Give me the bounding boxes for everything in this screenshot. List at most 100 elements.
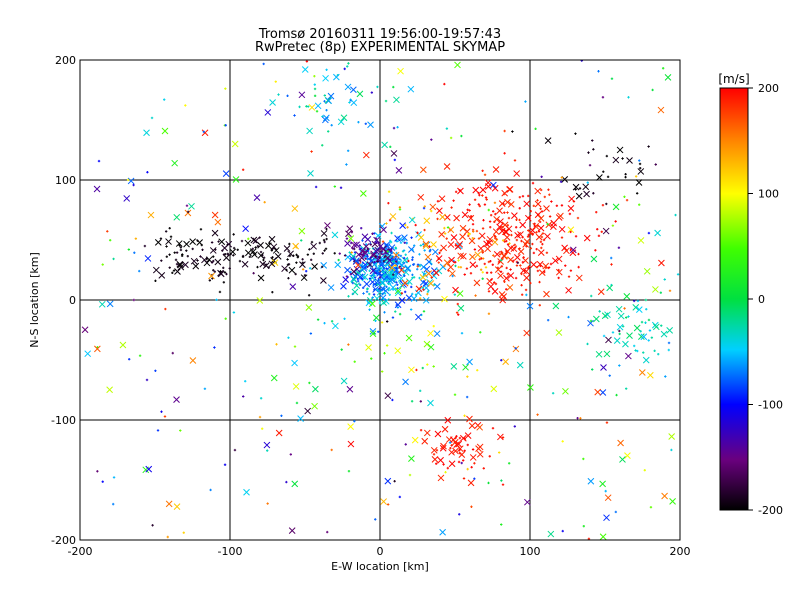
data-point-plus: [362, 292, 365, 295]
data-point-plus: [382, 297, 385, 301]
data-point-plus: [577, 252, 580, 256]
data-point-plus: [503, 240, 506, 243]
data-point-plus: [313, 87, 317, 91]
data-point-plus: [518, 207, 521, 210]
data-point-plus: [576, 216, 580, 220]
data-point-x: [291, 359, 298, 367]
data-point-plus: [288, 242, 291, 246]
data-point-plus: [309, 258, 313, 262]
data-point-x: [476, 450, 484, 458]
data-point-x: [350, 268, 358, 276]
data-point-x: [419, 166, 427, 174]
data-point-plus: [481, 227, 485, 230]
data-point-x: [283, 245, 291, 252]
data-point-plus: [485, 198, 488, 201]
data-point-plus: [592, 192, 595, 195]
data-point-plus: [406, 226, 409, 229]
data-point-x: [543, 205, 550, 212]
data-point-plus: [627, 315, 630, 318]
data-point-x: [175, 240, 183, 247]
data-point-plus: [538, 304, 542, 307]
data-point-x: [500, 253, 508, 260]
data-point-plus: [513, 425, 517, 428]
data-point-plus: [518, 247, 521, 250]
data-point-x: [664, 74, 672, 81]
data-point-x: [253, 194, 261, 201]
data-point-plus: [313, 83, 316, 86]
data-point-x: [475, 445, 482, 452]
data-point-plus: [541, 242, 544, 246]
data-point-plus: [398, 312, 402, 316]
data-point-plus: [454, 244, 458, 247]
data-point-plus: [648, 329, 652, 332]
data-point-x: [661, 492, 668, 500]
data-point-plus: [522, 256, 525, 259]
data-point-x: [320, 262, 328, 269]
data-point-plus: [196, 259, 199, 262]
data-point-x: [583, 234, 591, 242]
data-point-x: [423, 340, 431, 348]
data-point-x: [456, 290, 464, 297]
data-point-plus: [101, 263, 104, 266]
data-point-plus: [399, 254, 403, 258]
data-point-plus: [524, 100, 527, 103]
data-point-x: [399, 222, 407, 229]
data-point-plus: [650, 336, 654, 339]
data-point-x: [344, 253, 352, 261]
data-point-x: [291, 205, 299, 212]
data-point-plus: [353, 360, 356, 363]
data-point-plus: [385, 222, 388, 225]
data-point-x: [504, 247, 511, 255]
data-point-plus: [483, 203, 487, 206]
data-point-x: [389, 213, 397, 220]
data-point-x: [523, 200, 531, 208]
data-point-x: [537, 215, 545, 222]
data-point-x: [331, 231, 339, 239]
data-point-plus: [199, 255, 202, 258]
data-point-plus: [363, 250, 366, 254]
data-point-plus: [358, 263, 362, 267]
data-point-plus: [423, 205, 426, 208]
data-point-plus: [511, 130, 514, 133]
data-point-plus: [286, 94, 289, 98]
data-point-plus: [582, 524, 586, 528]
data-point-plus: [484, 266, 488, 269]
data-point-plus: [403, 241, 406, 244]
data-point-x: [222, 170, 230, 177]
data-point-plus: [325, 237, 328, 241]
data-point-x: [437, 456, 444, 464]
data-point-x: [408, 366, 415, 374]
data-point-x: [534, 187, 542, 195]
data-point-plus: [467, 232, 470, 236]
data-point-plus: [591, 368, 594, 371]
data-point-plus: [154, 279, 157, 283]
data-point-plus: [430, 209, 433, 213]
y-tick-label: 100: [55, 174, 76, 187]
data-point-x: [626, 332, 633, 339]
data-point-plus: [285, 268, 288, 272]
data-point-plus: [388, 239, 392, 243]
data-point-plus: [478, 193, 481, 197]
data-point-x: [232, 176, 240, 183]
data-point-plus: [259, 397, 263, 400]
data-point-plus: [625, 316, 628, 319]
data-point-x: [384, 392, 392, 400]
data-point-x: [381, 141, 388, 149]
data-point-x: [323, 114, 330, 122]
data-point-plus: [111, 502, 115, 506]
data-point-plus: [364, 266, 367, 269]
data-point-plus: [637, 203, 641, 206]
data-point-plus: [391, 255, 394, 259]
colorbar-tick-label: -200: [758, 504, 783, 517]
data-point-plus: [251, 247, 254, 251]
data-point-x: [535, 233, 543, 241]
data-point-plus: [412, 276, 416, 279]
data-point-x: [478, 232, 486, 240]
data-point-x: [143, 129, 150, 137]
data-point-plus: [436, 217, 439, 221]
data-point-x: [127, 177, 135, 185]
data-point-plus: [174, 258, 178, 262]
data-point-x: [523, 329, 531, 337]
data-point-x: [459, 233, 466, 241]
data-point-plus: [667, 348, 670, 352]
